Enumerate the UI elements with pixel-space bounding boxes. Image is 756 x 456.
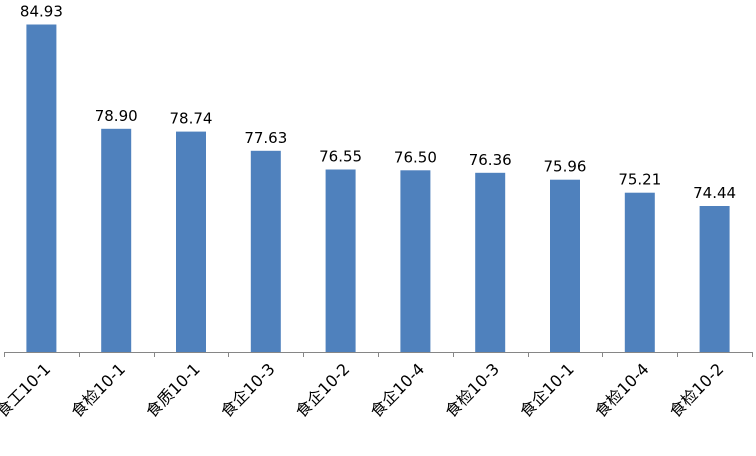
x-tick-label: 食企10-1: [516, 359, 578, 421]
x-tick-label: 食质10-1: [142, 359, 204, 421]
x-axis-ticks-group: [4, 352, 753, 357]
bar: [26, 24, 57, 352]
bar-value-label: 76.55: [319, 148, 362, 166]
x-tick-label: 食工10-1: [0, 359, 54, 421]
x-tick-label: 食企10-2: [292, 359, 354, 421]
x-tick-labels-group: 食工10-1 食检10-1 食质10-1 食企10-3 食企10-2 食企10-4 食检10…: [0, 359, 727, 421]
bar-value-label: 75.96: [544, 158, 587, 176]
bars-group: [26, 24, 730, 352]
bar-value-label: 76.36: [469, 151, 512, 169]
bar: [325, 169, 356, 352]
x-tick-label: 食检10-3: [441, 359, 503, 421]
x-tick-label: 食检10-4: [591, 359, 653, 421]
bar: [475, 172, 506, 352]
x-tick-label: 食检10-1: [67, 359, 129, 421]
bar-value-label: 78.74: [170, 110, 213, 128]
bar: [550, 179, 580, 352]
bar: [176, 131, 206, 352]
value-labels-group: 84.93 78.90 78.74 77.63 76.55 76.50 76.36 75.96…: [20, 3, 736, 203]
x-tick-label: 食检10-2: [666, 359, 728, 421]
x-tick-label: 食企10-4: [366, 359, 428, 421]
bar-value-label: 77.63: [244, 129, 287, 147]
bar: [624, 192, 655, 352]
bar-value-label: 75.21: [618, 171, 661, 189]
bar: [400, 170, 431, 352]
x-tick-label: 食企10-3: [217, 359, 279, 421]
bar-value-label: 78.90: [95, 107, 138, 125]
bar: [250, 150, 281, 352]
bar: [699, 206, 730, 352]
bar: [101, 128, 132, 352]
bar-value-label: 74.44: [693, 184, 736, 202]
bar-value-label: 84.93: [20, 3, 63, 21]
bar-value-label: 76.50: [394, 148, 437, 166]
